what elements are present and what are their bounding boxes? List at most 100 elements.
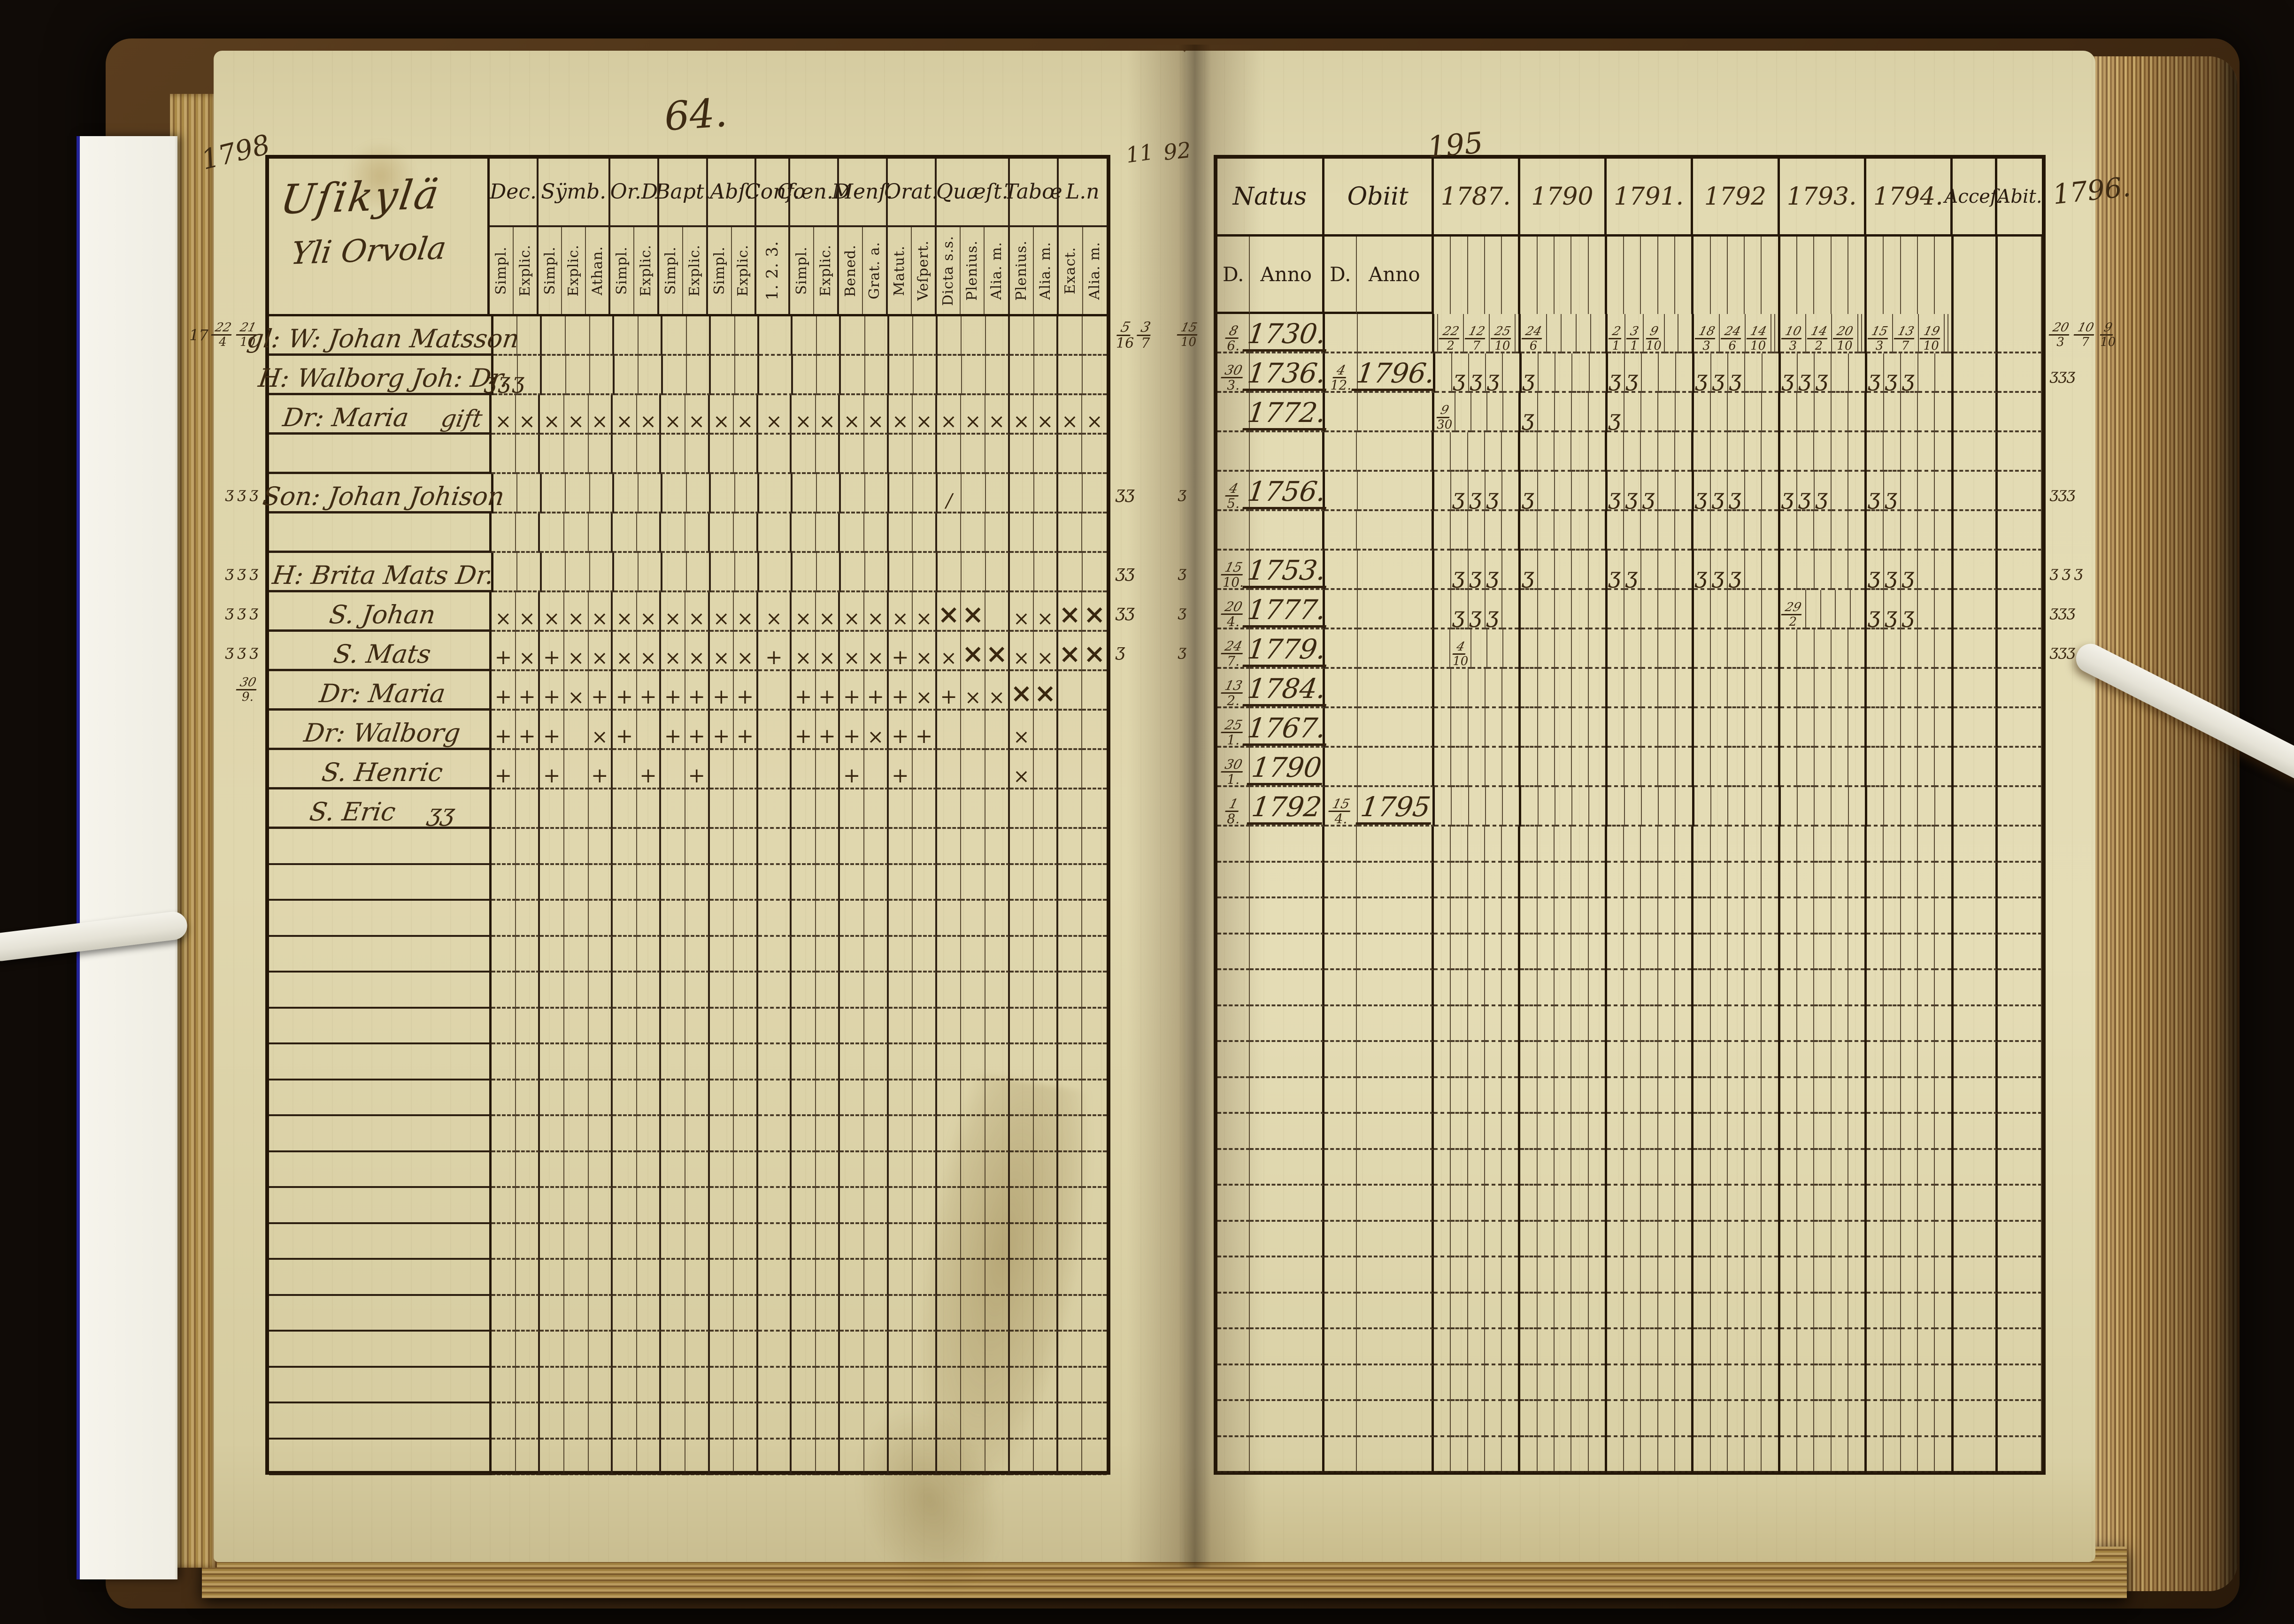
mark-cell bbox=[985, 1080, 1010, 1116]
year-mark-cell bbox=[1642, 353, 1659, 393]
year-group bbox=[1520, 1078, 1607, 1114]
mark-cell: × bbox=[1009, 711, 1034, 750]
mark-cell bbox=[564, 1295, 589, 1332]
mark-cell bbox=[985, 1439, 1010, 1475]
column-subheader: Bened. bbox=[839, 227, 863, 314]
date-fraction: 12 7 bbox=[1464, 324, 1488, 352]
year-mark-cell bbox=[1727, 1221, 1745, 1257]
mark-cell bbox=[711, 316, 735, 356]
person-name-cell: H: Brita Mats Dr. bbox=[269, 553, 496, 592]
tally-mark: × bbox=[1010, 678, 1032, 709]
date-fraction: 4 5. bbox=[1224, 481, 1242, 510]
year-mark-cell bbox=[1607, 1042, 1624, 1078]
year-mark-cell bbox=[1867, 1114, 1884, 1150]
tally-mark: × bbox=[688, 646, 705, 669]
mark-cell bbox=[588, 1188, 613, 1224]
mark-cell: + bbox=[492, 750, 516, 789]
mark-cell bbox=[758, 1080, 792, 1116]
mark-cell bbox=[614, 553, 639, 592]
mark-cell: × bbox=[685, 632, 710, 671]
mark-cell bbox=[888, 1295, 913, 1332]
year-mark-cell: ʒ bbox=[1884, 590, 1901, 629]
year-mark-cell bbox=[1571, 970, 1589, 1006]
year-mark-cell bbox=[1780, 708, 1798, 748]
year-mark-cell bbox=[1745, 1114, 1762, 1150]
mark-cell bbox=[888, 1152, 913, 1188]
mark-cell bbox=[637, 1260, 662, 1296]
tally-mark: ʒ bbox=[1799, 366, 1813, 391]
record-cell bbox=[1953, 1257, 1998, 1294]
mark-cell bbox=[792, 1439, 816, 1475]
mark-cell bbox=[864, 901, 889, 937]
mark-cell bbox=[985, 553, 1010, 592]
year-mark-cell bbox=[1555, 1114, 1572, 1150]
year-mark-cell bbox=[1434, 472, 1452, 511]
record-cell bbox=[1357, 898, 1434, 935]
column-subheader: Simpl. bbox=[790, 227, 814, 314]
mark-cell: + bbox=[734, 671, 758, 711]
mark-cell bbox=[792, 1188, 816, 1224]
year-mark-cell bbox=[1624, 1006, 1641, 1042]
mark-cell bbox=[961, 1188, 986, 1224]
mark-cell bbox=[711, 474, 735, 513]
year-mark-cell bbox=[1641, 1078, 1658, 1114]
mark-cell bbox=[638, 316, 663, 356]
mark-cell bbox=[614, 474, 639, 513]
year-group bbox=[1780, 1114, 1867, 1150]
year-mark-cell bbox=[1884, 1401, 1901, 1437]
year-group bbox=[1694, 511, 1780, 551]
column-subheaders: Dicta s.s. Plenius. Alia. m. bbox=[937, 227, 1008, 314]
record-cell bbox=[1357, 862, 1434, 898]
year-mark-cell bbox=[1537, 862, 1555, 898]
year-group bbox=[1780, 1329, 1867, 1365]
year-mark-cell: 22 2 bbox=[1438, 314, 1464, 353]
mark-cell bbox=[937, 750, 962, 789]
mark-cell bbox=[961, 1260, 986, 1296]
year-mark-cell bbox=[1520, 1293, 1538, 1329]
mark-cell bbox=[1009, 513, 1034, 553]
year-mark-cell: ʒ bbox=[1780, 353, 1798, 393]
year-mark-cell bbox=[1485, 1114, 1502, 1150]
year-mark-cell bbox=[1884, 862, 1901, 898]
year-mark-cell bbox=[1451, 862, 1468, 898]
mark-cell bbox=[841, 474, 865, 513]
year-mark-cell: ʒ bbox=[1694, 353, 1711, 393]
mark-cell bbox=[816, 1044, 840, 1080]
gutter-scribble-right: 92 bbox=[1162, 137, 1193, 165]
year-group bbox=[1520, 1186, 1607, 1222]
year-mark-cell bbox=[1571, 1149, 1589, 1186]
year-mark-cell bbox=[1884, 1078, 1901, 1114]
mark-cell bbox=[913, 789, 937, 829]
mark-cell bbox=[961, 936, 986, 973]
year-mark-cell bbox=[1607, 1293, 1624, 1329]
year-group bbox=[1520, 1149, 1607, 1186]
empty-row bbox=[269, 973, 1107, 1009]
tally-mark: × bbox=[737, 410, 754, 433]
title-line-1: Uſikylä bbox=[277, 170, 444, 224]
record-cell: 15 4. bbox=[1325, 787, 1358, 827]
tally-mark: + bbox=[688, 685, 706, 709]
tally-mark: ʒ bbox=[1712, 366, 1727, 391]
mark-cell bbox=[758, 829, 792, 865]
year-mark-cell bbox=[1588, 1294, 1605, 1329]
year-mark-cell bbox=[1780, 1006, 1798, 1042]
margin-token: ʒ bbox=[1178, 602, 1187, 620]
mark-cell bbox=[685, 435, 710, 474]
year-group: ʒ bbox=[1521, 472, 1608, 511]
person-row: H: Walborg Joh: Dr. ʒʒʒ bbox=[256, 356, 1107, 395]
mark-cell bbox=[1058, 553, 1083, 592]
empty-row bbox=[1217, 1042, 2042, 1078]
margin-token: ʒ bbox=[1116, 641, 1125, 660]
year-group bbox=[1780, 551, 1867, 590]
mark-cell bbox=[492, 1116, 516, 1152]
mark-cell bbox=[564, 901, 589, 937]
year-mark-cell bbox=[1468, 708, 1486, 748]
year-mark-cell bbox=[1935, 432, 1951, 472]
mark-cell bbox=[985, 1116, 1010, 1152]
mark-cell: × bbox=[613, 592, 637, 632]
year-mark-cell bbox=[1571, 1293, 1589, 1329]
record-cell bbox=[1250, 1365, 1325, 1401]
year-mark-cell bbox=[1641, 708, 1659, 748]
record-row: 13 2. 1784. bbox=[1217, 669, 2042, 708]
mark-cell bbox=[709, 1224, 734, 1260]
